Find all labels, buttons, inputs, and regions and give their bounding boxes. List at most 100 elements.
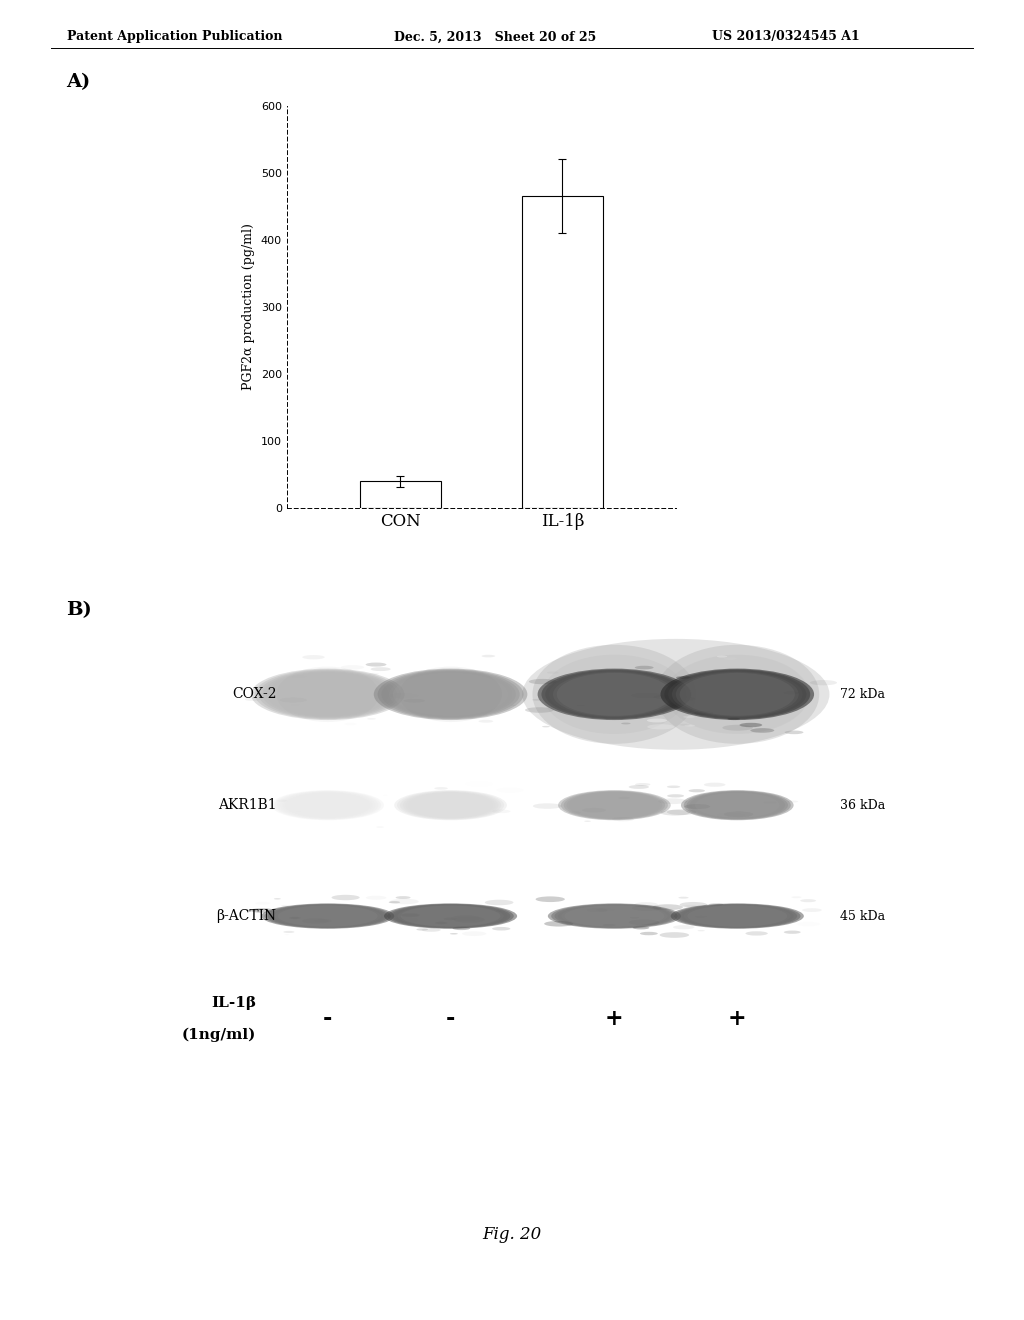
Text: β-ACTIN: β-ACTIN <box>216 909 276 923</box>
Ellipse shape <box>545 671 684 718</box>
Ellipse shape <box>688 789 705 792</box>
Ellipse shape <box>408 677 427 681</box>
Ellipse shape <box>784 730 804 734</box>
Ellipse shape <box>739 723 762 727</box>
Ellipse shape <box>266 672 389 717</box>
Ellipse shape <box>724 812 754 817</box>
Ellipse shape <box>400 906 501 927</box>
Ellipse shape <box>464 689 472 690</box>
Ellipse shape <box>671 903 804 929</box>
Ellipse shape <box>667 795 684 797</box>
Ellipse shape <box>255 669 400 719</box>
Ellipse shape <box>549 671 680 718</box>
Ellipse shape <box>764 801 776 804</box>
Ellipse shape <box>390 899 419 904</box>
Ellipse shape <box>612 817 634 821</box>
Ellipse shape <box>274 898 281 899</box>
Text: Dec. 5, 2013   Sheet 20 of 25: Dec. 5, 2013 Sheet 20 of 25 <box>394 30 597 44</box>
Ellipse shape <box>538 668 691 721</box>
Text: A): A) <box>67 73 91 91</box>
Ellipse shape <box>434 787 447 789</box>
Ellipse shape <box>679 896 688 899</box>
Ellipse shape <box>290 704 300 706</box>
Ellipse shape <box>366 663 386 667</box>
Ellipse shape <box>276 800 288 803</box>
Ellipse shape <box>687 906 787 927</box>
Ellipse shape <box>672 697 695 701</box>
Ellipse shape <box>401 913 420 917</box>
Ellipse shape <box>313 919 332 923</box>
Ellipse shape <box>274 791 381 820</box>
Ellipse shape <box>548 903 681 929</box>
Ellipse shape <box>399 667 502 722</box>
Ellipse shape <box>484 900 513 906</box>
Text: US 2013/0324545 A1: US 2013/0324545 A1 <box>712 30 859 44</box>
Bar <box>522 197 603 508</box>
Ellipse shape <box>368 718 376 719</box>
Ellipse shape <box>394 791 507 820</box>
Ellipse shape <box>602 924 615 927</box>
Ellipse shape <box>393 673 508 715</box>
Ellipse shape <box>544 921 573 927</box>
Ellipse shape <box>727 718 740 721</box>
Text: +: + <box>605 1008 624 1030</box>
Ellipse shape <box>783 692 799 694</box>
Ellipse shape <box>358 710 369 711</box>
Ellipse shape <box>601 917 616 920</box>
Ellipse shape <box>390 904 510 928</box>
Ellipse shape <box>374 668 527 721</box>
Ellipse shape <box>557 673 672 715</box>
Ellipse shape <box>492 809 511 813</box>
Ellipse shape <box>751 729 774 733</box>
Ellipse shape <box>406 792 496 818</box>
Ellipse shape <box>631 693 662 698</box>
Text: (1ng/ml): (1ng/ml) <box>181 1028 256 1041</box>
Ellipse shape <box>391 917 418 923</box>
Ellipse shape <box>676 676 690 678</box>
Ellipse shape <box>250 908 274 912</box>
Ellipse shape <box>692 792 782 818</box>
Ellipse shape <box>532 698 542 701</box>
Ellipse shape <box>261 903 394 929</box>
Text: -: - <box>445 1008 456 1030</box>
Ellipse shape <box>553 672 676 717</box>
Ellipse shape <box>613 681 621 682</box>
Ellipse shape <box>659 932 689 937</box>
Ellipse shape <box>563 791 666 820</box>
Ellipse shape <box>709 903 723 906</box>
Ellipse shape <box>341 665 365 669</box>
Ellipse shape <box>271 791 384 820</box>
Ellipse shape <box>684 725 695 726</box>
Ellipse shape <box>596 908 615 912</box>
Ellipse shape <box>454 917 484 923</box>
Ellipse shape <box>255 902 270 904</box>
Ellipse shape <box>371 667 391 671</box>
Ellipse shape <box>561 791 668 820</box>
Ellipse shape <box>684 804 710 809</box>
Ellipse shape <box>268 904 387 928</box>
Ellipse shape <box>694 915 708 917</box>
Ellipse shape <box>291 675 306 678</box>
Ellipse shape <box>561 906 668 927</box>
Ellipse shape <box>402 792 499 818</box>
Text: IL-1β: IL-1β <box>211 997 256 1010</box>
Ellipse shape <box>717 656 727 657</box>
Ellipse shape <box>493 927 510 931</box>
Ellipse shape <box>680 673 795 715</box>
Ellipse shape <box>674 904 801 928</box>
Ellipse shape <box>453 927 470 931</box>
Ellipse shape <box>783 931 801 933</box>
Ellipse shape <box>681 791 794 820</box>
Ellipse shape <box>684 906 791 927</box>
Ellipse shape <box>797 921 820 927</box>
Ellipse shape <box>282 906 289 907</box>
Ellipse shape <box>262 671 393 718</box>
Ellipse shape <box>387 904 514 928</box>
Ellipse shape <box>409 792 493 817</box>
Ellipse shape <box>270 673 385 715</box>
Ellipse shape <box>683 715 695 718</box>
Bar <box>359 482 440 508</box>
Ellipse shape <box>276 667 379 722</box>
Ellipse shape <box>452 916 480 921</box>
Ellipse shape <box>276 791 379 820</box>
